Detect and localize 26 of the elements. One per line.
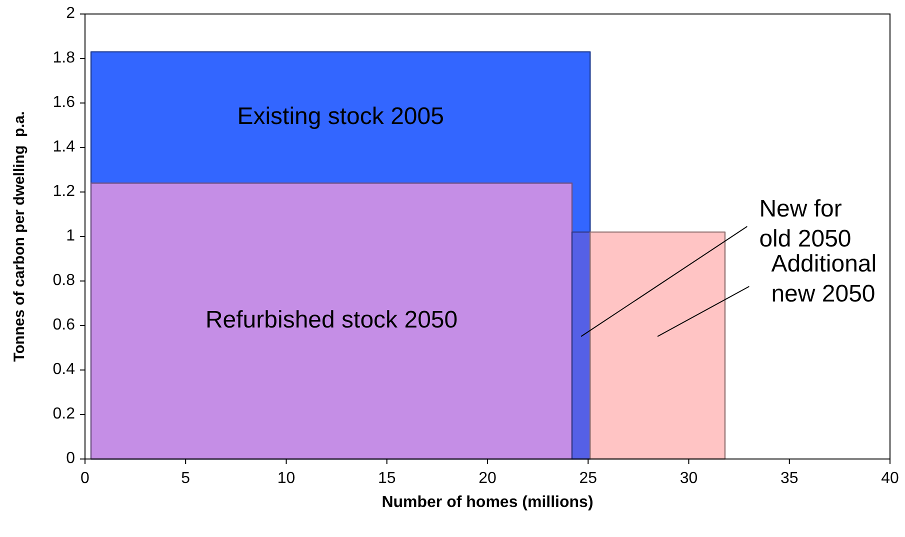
x-tick-label: 15 xyxy=(378,470,396,487)
x-tick-label: 40 xyxy=(881,470,899,487)
x-tick-label: 25 xyxy=(579,470,598,487)
y-tick-label: 0.8 xyxy=(52,272,76,290)
y-tick-label: 0.4 xyxy=(52,361,76,378)
y-tick-label: 1.8 xyxy=(52,50,76,67)
y-tick-label: 0.6 xyxy=(52,316,76,334)
y-tick-label: 0.2 xyxy=(52,406,76,423)
y-tick-label: 1 xyxy=(66,228,76,245)
x-tick-label: 30 xyxy=(680,470,698,487)
series-label: Refurbished stock 2050 xyxy=(205,306,458,334)
x-tick-label: 0 xyxy=(80,470,90,487)
y-tick-label: 0 xyxy=(66,450,76,468)
y-tick-label: 1.4 xyxy=(52,138,76,156)
text: New for old 2050 xyxy=(759,195,852,252)
x-tick-label: 10 xyxy=(277,470,296,487)
y-axis-title: Tonnes of carbon per dwelling p.a. xyxy=(11,111,28,362)
x-tick-label: 20 xyxy=(478,470,496,487)
x-tick-label: 35 xyxy=(780,470,798,487)
x-tick-label: 5 xyxy=(181,470,190,487)
series-label: Additional new 2050 xyxy=(771,250,877,308)
y-tick-label: 1.6 xyxy=(52,94,76,112)
x-axis-title: Number of homes (millions) xyxy=(382,494,594,511)
series-label: Existing stock 2005 xyxy=(237,102,444,130)
y-tick-label: 1.2 xyxy=(52,183,76,200)
y-tick-label: 2 xyxy=(66,5,76,22)
